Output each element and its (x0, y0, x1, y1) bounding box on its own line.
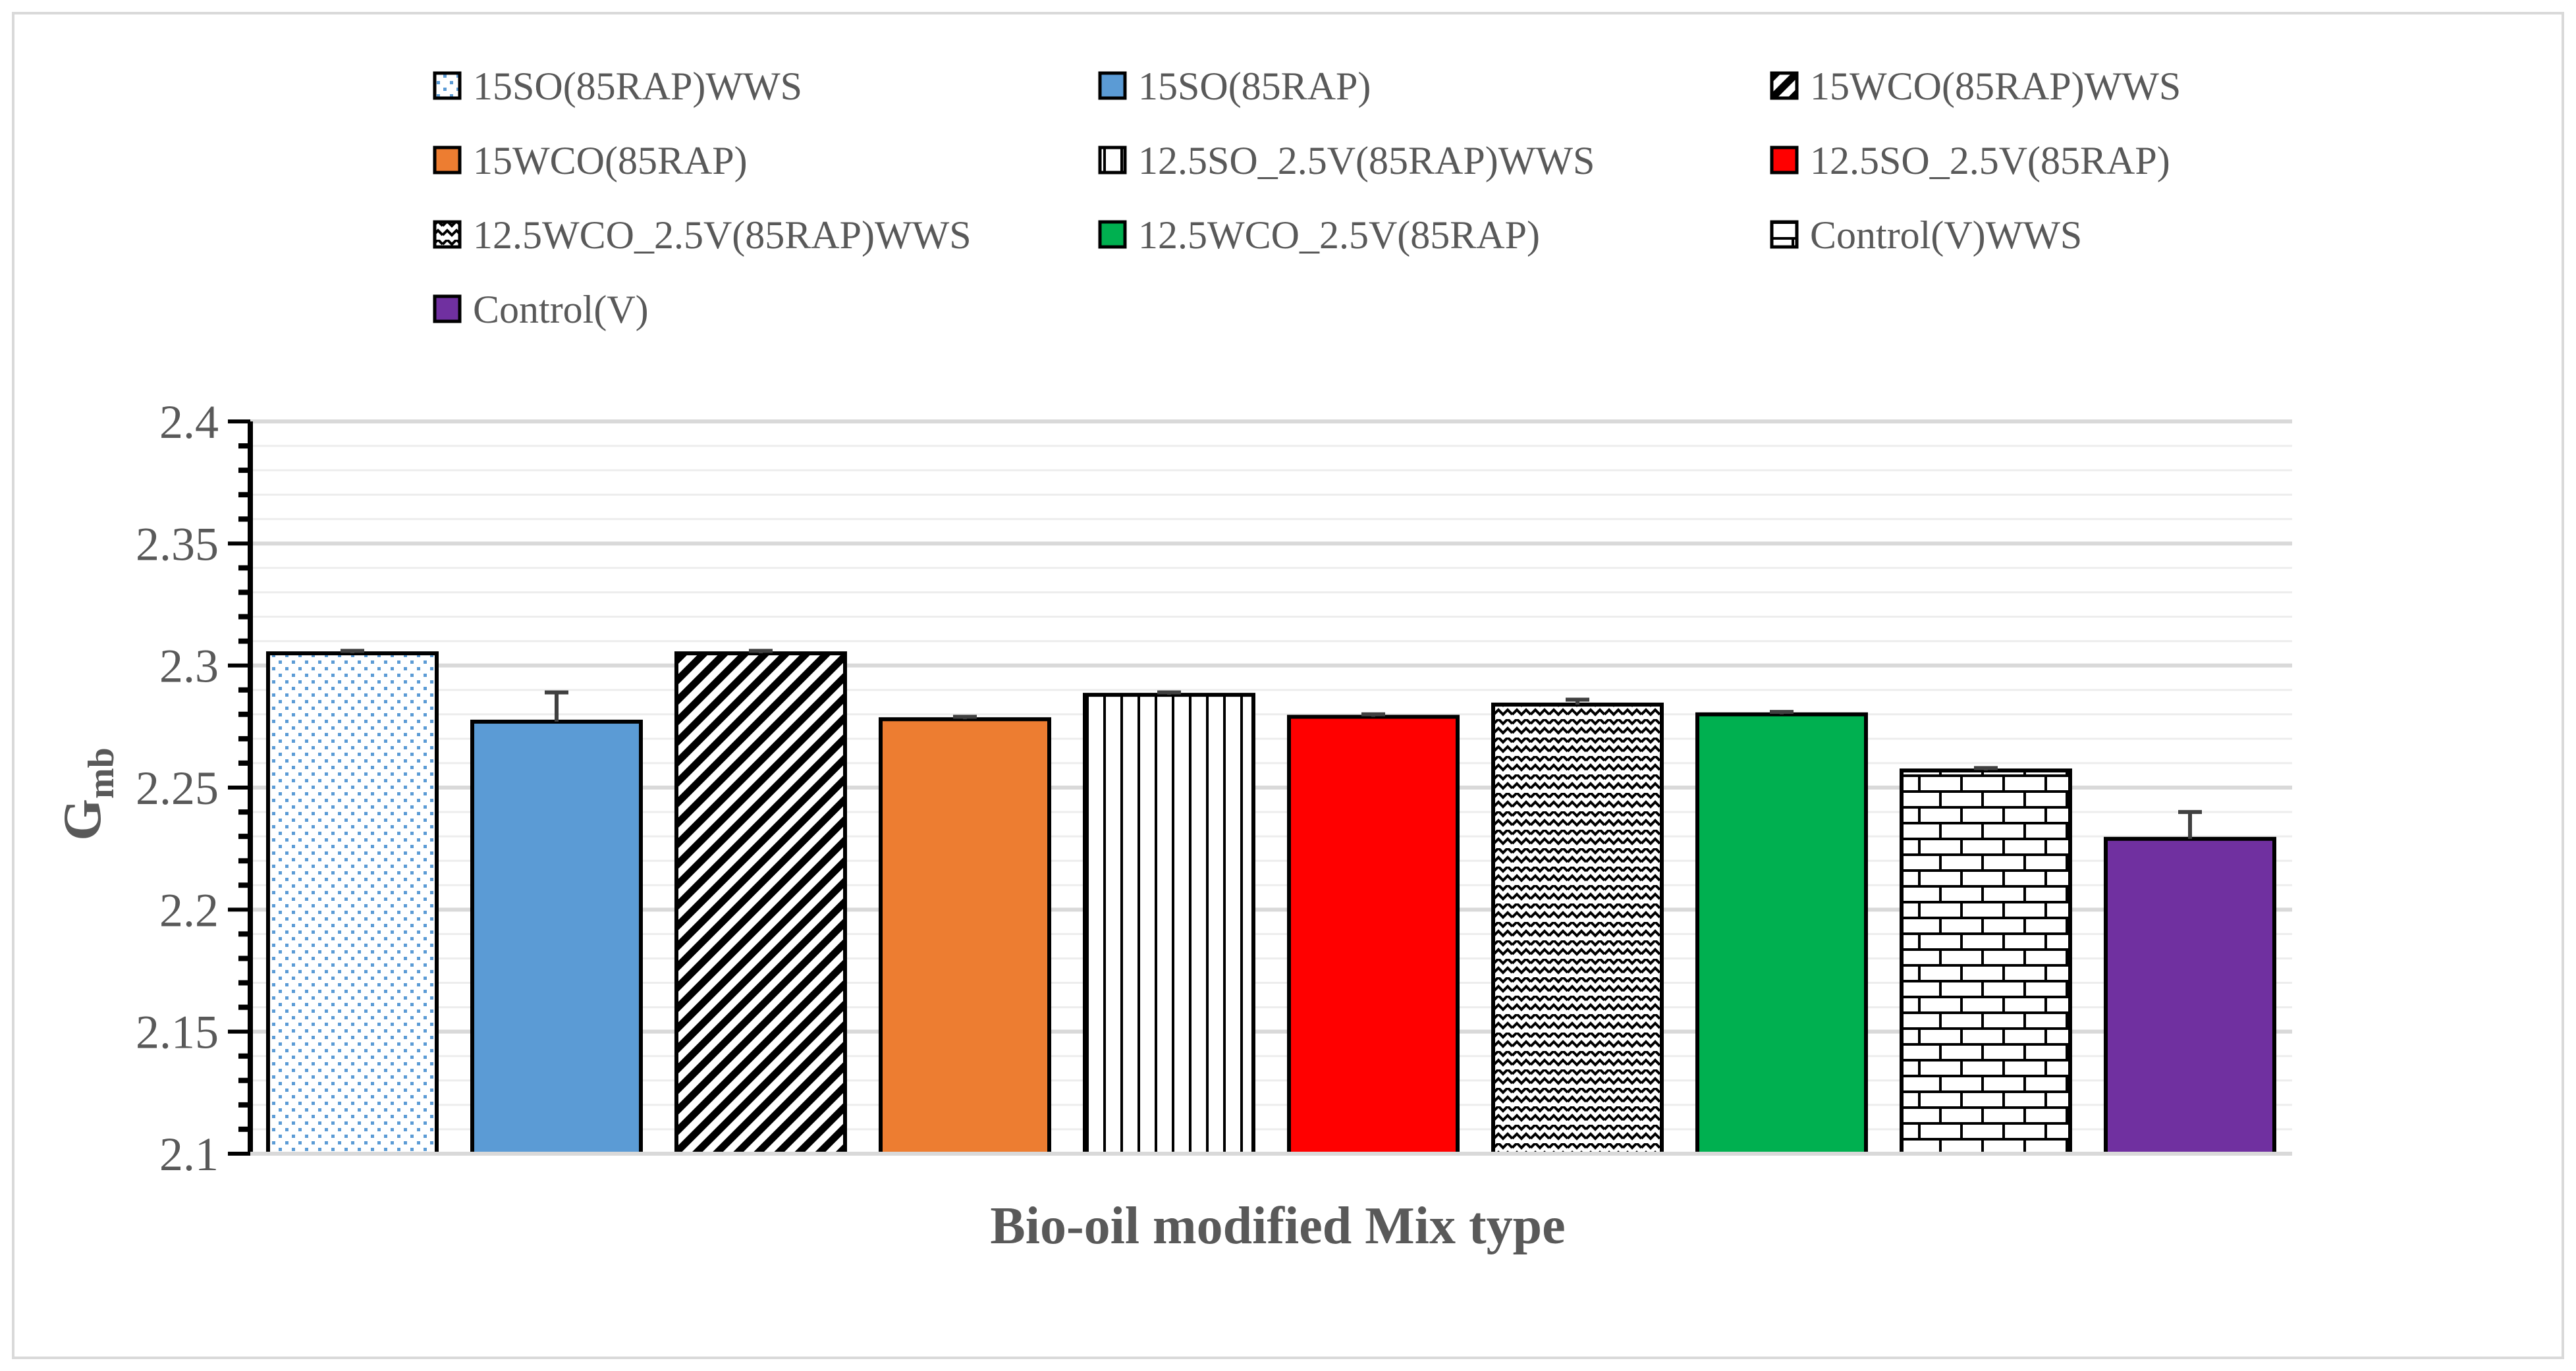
bar (879, 717, 1051, 1156)
chart-frame (12, 12, 2564, 1359)
bar (1287, 714, 1460, 1156)
legend-swatch (1770, 71, 1799, 100)
legend-label: 12.5SO_2.5V(85RAP) (1810, 139, 2170, 182)
legend-swatch (433, 71, 462, 100)
bar (266, 651, 439, 1156)
legend: 15SO(85RAP)WWS 15SO(85RAP) 15WCO(85RAP)WWS… (433, 65, 2181, 331)
legend-swatch (433, 294, 462, 323)
legend-label: 15WCO(85RAP)WWS (1810, 65, 2181, 108)
legend-swatch (1098, 71, 1127, 100)
legend-swatch (1098, 146, 1127, 175)
legend-label: 15SO(85RAP) (1138, 65, 1371, 108)
y-tick-label: 2.2 (159, 884, 219, 936)
y-tick-label: 2.3 (159, 640, 219, 693)
bar (1900, 768, 2072, 1156)
legend-label: 12.5WCO_2.5V(85RAP) (1138, 213, 1540, 257)
legend-label: 15SO(85RAP)WWS (473, 65, 802, 108)
y-tick-label: 2.25 (136, 762, 219, 815)
y-tick-label: 2.4 (159, 396, 219, 448)
legend-label: 12.5SO_2.5V(85RAP)WWS (1138, 139, 1595, 182)
bar (470, 719, 643, 1156)
y-tick-label: 2.15 (136, 1006, 219, 1059)
legend-swatch (433, 146, 462, 175)
bar (674, 651, 847, 1156)
bar (1695, 712, 1868, 1156)
legend-swatch (433, 220, 462, 249)
bars (266, 649, 2276, 1156)
legend-swatch (1770, 146, 1799, 175)
y-tick-label: 2.35 (136, 518, 219, 570)
bar (2104, 836, 2276, 1156)
legend-label: 12.5WCO_2.5V(85RAP)WWS (473, 213, 972, 257)
legend-label: Control(V)WWS (1810, 213, 2082, 257)
bar (1491, 702, 1664, 1156)
x-axis-title: Bio-oil modified Mix type (990, 1197, 1565, 1255)
legend-swatch (1770, 220, 1799, 249)
legend-label: Control(V) (473, 288, 649, 331)
y-tick-label: 2.1 (159, 1128, 219, 1181)
legend-swatch (1098, 220, 1127, 249)
legend-label: 15WCO(85RAP) (473, 139, 748, 182)
bar (1083, 693, 1255, 1156)
